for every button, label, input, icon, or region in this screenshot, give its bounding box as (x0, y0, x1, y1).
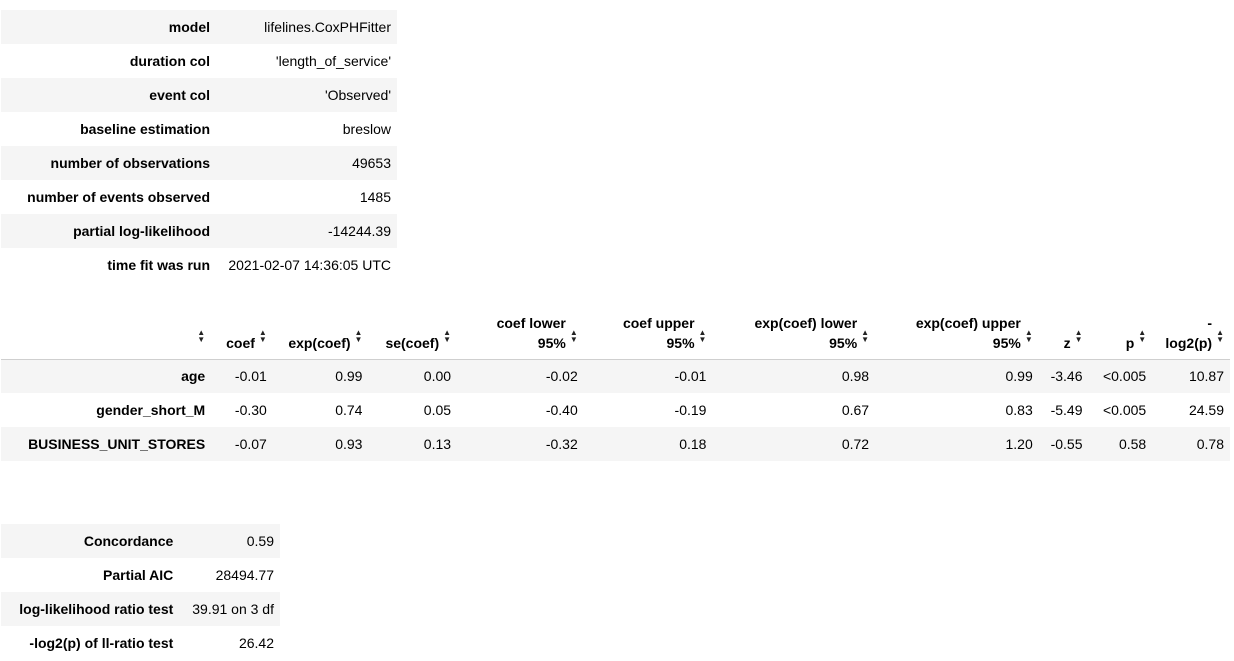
sort-icon[interactable]: ▲ ▼ (258, 327, 267, 344)
fit-value: 26.42 (238, 635, 274, 651)
sort-icon[interactable]: ▲ ▼ (1216, 327, 1224, 344)
summary-label: number of observations (50, 155, 210, 171)
table-row: age -0.01 0.99 0.00 -0.02 -0.01 0.98 0.9… (1, 359, 1230, 393)
coefficient-header-row: ▲ ▼ coef ▲ ▼ exp(coef) ▲ ▼ se(coef) ▲ ▼ coef lo… (1, 308, 1230, 360)
summary-row: model lifelines.CoxPHFitter (1, 10, 397, 44)
covariate-name: age (181, 368, 206, 385)
summary-row: baseline estimation breslow (1, 112, 397, 146)
fit-value: 39.91 on 3 df (192, 601, 274, 617)
sort-icon[interactable]: ▲ ▼ (861, 327, 870, 344)
column-header-coef[interactable]: coef ▲ ▼ (211, 308, 273, 360)
table-cell: -0.01 (234, 368, 267, 385)
summary-value: 49653 (352, 155, 391, 171)
table-cell: 0.78 (1196, 436, 1224, 452)
column-header-p[interactable]: p ▲ ▼ (1088, 308, 1153, 360)
table-cell: -0.01 (674, 368, 707, 385)
table-cell: 0.13 (423, 436, 452, 452)
fit-label: -log2(p) of ll-ratio test (29, 635, 174, 651)
summary-value: 1485 (359, 189, 391, 205)
coefficient-table: ▲ ▼ coef ▲ ▼ exp(coef) ▲ ▼ se(coef) ▲ ▼ coef lo… (1, 308, 1230, 461)
table-cell: -0.30 (234, 402, 267, 418)
sort-icon[interactable]: ▲ ▼ (698, 327, 707, 344)
table-row: gender_short_M -0.30 0.74 0.05 -0.40 -0.… (1, 393, 1230, 427)
summary-value: breslow (342, 121, 391, 137)
table-cell: -0.40 (545, 402, 578, 418)
column-header-coef-upper[interactable]: coef upper 95% ▲ ▼ (583, 308, 713, 360)
table-cell: 0.99 (335, 368, 363, 385)
table-cell: 0.18 (679, 436, 707, 452)
covariate-name: gender_short_M (96, 402, 206, 418)
sort-icon[interactable]: ▲ ▼ (443, 327, 452, 344)
summary-value: 'length_of_service' (275, 53, 391, 69)
summary-label: partial log-likelihood (73, 223, 210, 239)
summary-row: number of events observed 1485 (1, 180, 397, 214)
fit-label: Concordance (83, 533, 174, 549)
table-cell: -0.19 (674, 402, 707, 418)
table-cell: <0.005 (1102, 368, 1147, 385)
sort-icon[interactable]: ▲ ▼ (197, 327, 206, 344)
summary-row: duration col 'length_of_service' (1, 44, 397, 78)
table-cell: 0.74 (335, 402, 363, 418)
column-header-neg-log2-p[interactable]: - log2(p) ▲ ▼ (1152, 308, 1230, 360)
fit-row: Concordance 0.59 (1, 524, 280, 558)
column-header-coef-lower[interactable]: coef lower 95% ▲ ▼ (457, 308, 584, 360)
table-cell: <0.005 (1102, 402, 1147, 418)
summary-label: model (168, 19, 210, 35)
table-cell: 0.93 (335, 436, 363, 452)
table-cell: 24.59 (1188, 402, 1224, 418)
fit-label: log-likelihood ratio test (19, 601, 174, 617)
sort-icon[interactable]: ▲ ▼ (1024, 327, 1033, 344)
fit-label: Partial AIC (103, 567, 174, 583)
summary-row: event col 'Observed' (1, 78, 397, 112)
summary-value: 'Observed' (324, 87, 391, 103)
table-cell: -0.55 (1050, 436, 1083, 452)
fit-row: log-likelihood ratio test 39.91 on 3 df (1, 592, 280, 626)
table-cell: 0.98 (841, 368, 870, 385)
table-cell: -0.07 (234, 436, 267, 452)
sort-icon[interactable]: ▲ ▼ (1138, 327, 1147, 344)
table-row: BUSINESS_UNIT_STORES -0.07 0.93 0.13 -0.… (1, 427, 1230, 461)
model-summary-table: model lifelines.CoxPHFitter duration col… (1, 10, 397, 282)
fit-value: 28494.77 (215, 567, 274, 583)
table-cell: 0.99 (1005, 368, 1033, 385)
summary-value: lifelines.CoxPHFitter (264, 19, 391, 35)
column-header-exp-coef-lower[interactable]: exp(coef) lower 95% ▲ ▼ (712, 308, 876, 360)
summary-label: event col (149, 87, 210, 103)
column-header-z[interactable]: z ▲ ▼ (1038, 308, 1089, 360)
summary-value: 2021-02-07 14:36:05 UTC (228, 257, 391, 273)
table-cell: -0.32 (545, 436, 578, 452)
table-cell: -0.02 (545, 368, 578, 385)
table-cell: 0.72 (841, 436, 870, 452)
table-cell: 0.67 (841, 402, 870, 418)
summary-row: number of observations 49653 (1, 146, 397, 180)
sort-icon[interactable]: ▲ ▼ (1074, 327, 1083, 344)
table-cell: -3.46 (1050, 368, 1083, 385)
column-header-exp-coef[interactable]: exp(coef) ▲ ▼ (272, 308, 369, 360)
fit-value: 0.59 (246, 533, 274, 549)
summary-value: -14244.39 (327, 223, 391, 239)
fit-statistics-table: Concordance 0.59 Partial AIC 28494.77 lo… (1, 524, 280, 660)
column-header-index[interactable]: ▲ ▼ (1, 308, 212, 360)
fit-row: -log2(p) of ll-ratio test 26.42 (1, 626, 280, 660)
table-cell: 0.00 (423, 368, 452, 385)
fit-row: Partial AIC 28494.77 (1, 558, 280, 592)
covariate-name: BUSINESS_UNIT_STORES (28, 436, 206, 452)
table-cell: 0.05 (423, 402, 452, 418)
summary-label: duration col (129, 53, 210, 69)
summary-row: time fit was run 2021-02-07 14:36:05 UTC (1, 248, 397, 282)
table-cell: 10.87 (1188, 368, 1224, 385)
sort-icon[interactable]: ▲ ▼ (354, 327, 363, 344)
summary-label: time fit was run (107, 257, 210, 273)
sort-icon[interactable]: ▲ ▼ (569, 327, 578, 344)
summary-row: partial log-likelihood -14244.39 (1, 214, 397, 248)
table-cell: 0.58 (1118, 436, 1147, 452)
table-cell: -5.49 (1050, 402, 1083, 418)
column-header-exp-coef-upper[interactable]: exp(coef) upper 95% ▲ ▼ (875, 308, 1039, 360)
table-cell: 1.20 (1005, 436, 1033, 452)
column-header-se-coef[interactable]: se(coef) ▲ ▼ (368, 308, 458, 360)
table-cell: 0.83 (1005, 402, 1033, 418)
summary-label: baseline estimation (80, 121, 210, 137)
summary-label: number of events observed (27, 189, 210, 205)
